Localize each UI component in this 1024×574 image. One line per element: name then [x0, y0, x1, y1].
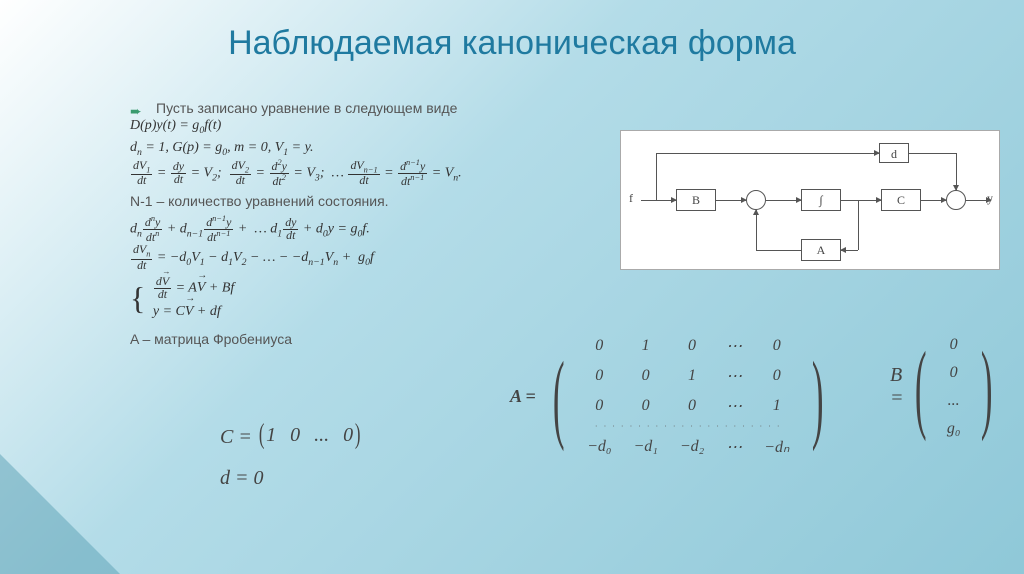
diagram-line	[966, 200, 991, 201]
diagram-line	[756, 210, 757, 250]
bullet-line: Пусть записано уравнение в следующем вид…	[130, 100, 1000, 116]
diagram-line	[641, 200, 676, 201]
d-line: d = 0	[220, 460, 363, 496]
block-diagram: f y B ∫ C A d	[620, 130, 1000, 270]
diagram-block-integrator: ∫	[801, 189, 841, 211]
eq-system: { dVdt = AV + Bf y = CV + df	[130, 276, 1000, 322]
corner-decoration	[0, 454, 120, 574]
c-label: C =	[220, 426, 252, 448]
diagram-block-b: B	[676, 189, 716, 211]
bullet-arrow-icon	[130, 103, 146, 113]
content-area: Пусть записано уравнение в следующем вид…	[130, 100, 1000, 349]
page-title: Наблюдаемая каноническая форма	[0, 0, 1024, 73]
matrix-c-d: C = ( 1 0 ... 0 ) d = 0	[210, 410, 363, 496]
diagram-line	[756, 250, 801, 251]
diagram-block-d: d	[879, 143, 909, 163]
diagram-f-label: f	[629, 191, 633, 206]
diagram-line	[656, 153, 657, 200]
diagram-line	[858, 200, 859, 250]
matrix-b: B = ( 0 0 ... g₀ )	[890, 330, 1004, 444]
matrix-a-body: 010⋯0 001⋯0 000⋯1 · · · · · · · · · · · …	[575, 330, 801, 463]
matrix-a: A = ( 010⋯0 001⋯0 000⋯1 · · · · · · · · …	[510, 330, 835, 463]
diagram-line	[766, 200, 801, 201]
matrix-b-label: B =	[890, 364, 904, 410]
diagram-block-a: A	[801, 239, 841, 261]
bullet-text: Пусть записано уравнение в следующем вид…	[156, 100, 457, 116]
diagram-sum-2	[946, 190, 966, 210]
diagram-line	[716, 200, 746, 201]
diagram-line	[841, 200, 881, 201]
diagram-line	[956, 153, 957, 190]
diagram-line	[841, 250, 858, 251]
matrix-a-label: A =	[510, 386, 536, 407]
diagram-block-c: C	[881, 189, 921, 211]
diagram-sum-1	[746, 190, 766, 210]
diagram-line	[656, 153, 879, 154]
diagram-line	[909, 153, 956, 154]
diagram-line	[921, 200, 946, 201]
